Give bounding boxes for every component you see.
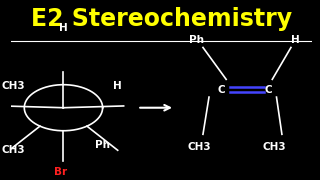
Text: Ph: Ph (188, 35, 204, 45)
Text: CH3: CH3 (2, 82, 26, 91)
Text: CH3: CH3 (263, 142, 286, 152)
Text: H: H (113, 82, 122, 91)
Text: Br: Br (54, 166, 67, 177)
Text: C: C (218, 85, 226, 95)
Text: H: H (59, 23, 68, 33)
Text: CH3: CH3 (187, 142, 211, 152)
Text: C: C (265, 85, 272, 95)
Text: CH3: CH3 (2, 145, 26, 155)
Text: E2 Stereochemistry: E2 Stereochemistry (31, 7, 292, 31)
Text: H: H (291, 35, 300, 45)
Text: Ph: Ph (95, 140, 110, 150)
